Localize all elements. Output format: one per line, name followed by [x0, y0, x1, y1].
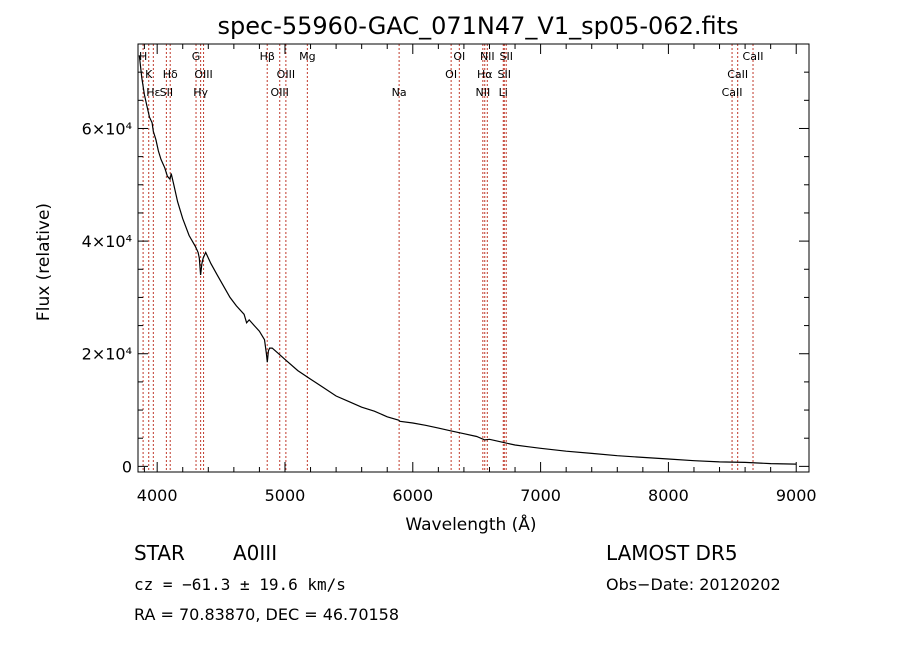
- x-tick-label-0: 4000: [137, 486, 178, 505]
- line-marker-label-14: OI: [453, 50, 465, 63]
- line-marker-label-7: OIII: [194, 68, 212, 81]
- spectrum-line: [138, 55, 797, 465]
- y-tick-label-1: 2×10⁴: [82, 345, 132, 364]
- line-marker-label-0: H: [139, 50, 147, 63]
- line-marker-label-4: Hδ: [163, 68, 178, 81]
- line-marker-label-11: Mg: [299, 50, 315, 63]
- y-axis-label: Flux (relative): [34, 203, 54, 321]
- line-marker-label-20: SII: [499, 50, 512, 63]
- line-marker-label-2: Hε: [146, 86, 160, 99]
- line-marker-label-23: CaII: [743, 50, 764, 63]
- line-marker-label-9: OIII: [271, 86, 289, 99]
- line-marker-label-18: Li: [499, 86, 508, 99]
- y-tick-label-0: 0: [122, 457, 132, 476]
- object-subclass: A0III: [233, 541, 277, 565]
- line-marker-label-10: OIII: [277, 68, 295, 81]
- line-marker-label-19: SII: [498, 68, 511, 81]
- line-marker-label-15: NII: [475, 86, 490, 99]
- line-marker-label-13: OI: [445, 68, 457, 81]
- line-marker-label-21: CaII: [722, 86, 743, 99]
- line-marker-label-6: Hγ: [193, 86, 208, 99]
- line-marker-label-17: NII: [480, 50, 495, 63]
- line-marker-label-16: Hα: [477, 68, 493, 81]
- line-marker-label-3: SII: [160, 86, 173, 99]
- x-tick-label-3: 7000: [520, 486, 561, 505]
- line-marker-layer: [142, 44, 754, 472]
- y-tick-label-2: 4×10⁴: [82, 232, 132, 251]
- sky-coordinates: RA = 70.83870, DEC = 46.70158: [134, 605, 399, 624]
- line-marker-label-12: Na: [392, 86, 407, 99]
- x-tick-label-2: 6000: [392, 486, 433, 505]
- spectrum-layer: [138, 55, 797, 465]
- x-tick-label-1: 5000: [265, 486, 306, 505]
- line-marker-label-8: Hβ: [260, 50, 275, 63]
- x-tick-label-4: 8000: [648, 486, 689, 505]
- line-marker-label-22: CaII: [727, 68, 748, 81]
- observation-date: Obs−Date: 20120202: [606, 575, 781, 594]
- y-axis-ticks: 0 2×10⁴ 4×10⁴ 6×10⁴: [82, 71, 809, 476]
- line-marker-label-5: G: [192, 50, 201, 63]
- line-marker-label-1: K: [145, 68, 153, 81]
- plot-frame: [137, 43, 810, 473]
- redshift-cz: cz = −61.3 ± 19.6 km/s: [134, 575, 346, 594]
- object-class: STAR: [134, 541, 185, 565]
- survey-name: LAMOST DR5: [606, 541, 738, 565]
- x-axis-label: Wavelength (Å): [405, 513, 536, 535]
- chart-title: spec-55960-GAC_071N47_V1_sp05-062.fits: [218, 12, 739, 40]
- x-axis-ticks: 4000 5000 6000 7000 8000 9000: [137, 44, 817, 505]
- y-tick-label-3: 6×10⁴: [82, 119, 132, 138]
- x-tick-label-5: 9000: [776, 486, 817, 505]
